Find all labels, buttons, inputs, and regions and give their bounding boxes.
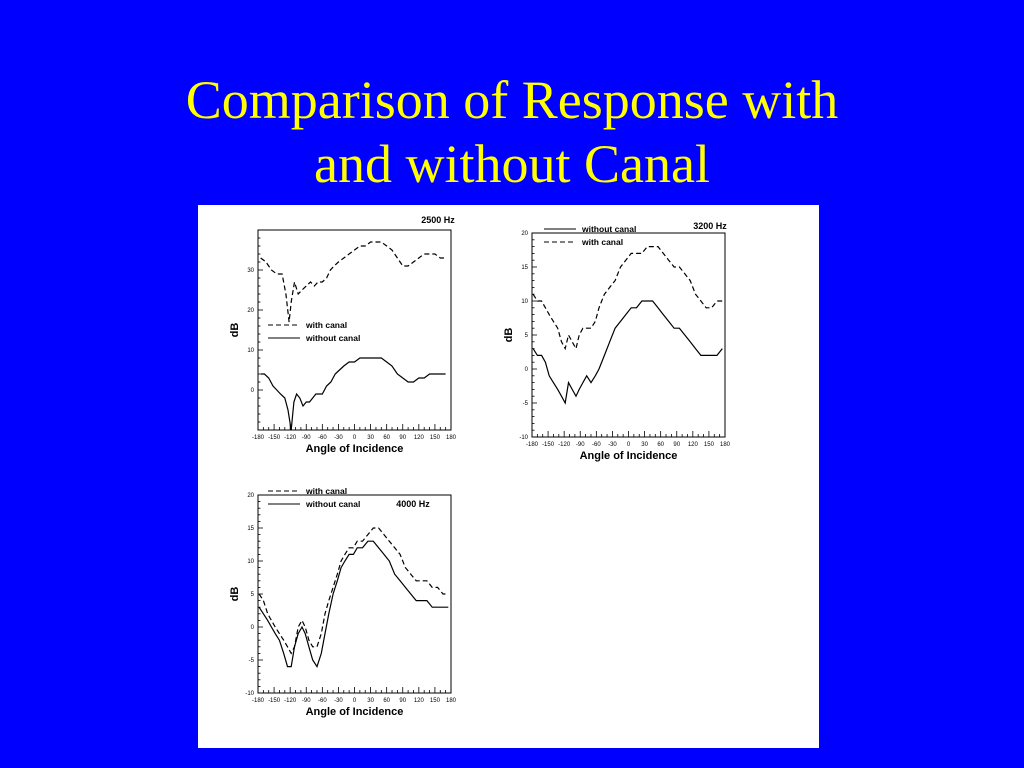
x-tick-label: -150: [542, 442, 555, 448]
y-tick-label: -10: [245, 691, 254, 697]
x-tick-label: 90: [399, 698, 406, 704]
chart-title: 3200 Hz: [693, 221, 727, 231]
x-tick-label: -30: [608, 442, 617, 448]
x-tick-label: -90: [302, 698, 311, 704]
x-tick-label: -90: [302, 435, 311, 441]
x-tick-label: 0: [627, 442, 631, 448]
slide-title: Comparison of Response with and without …: [0, 68, 1024, 196]
x-tick-label: 30: [641, 442, 648, 448]
charts-panel: -180 -150 -120 -90 -60 -30 0 30 60 90 120 150 180 0 10…: [198, 205, 819, 748]
title-line-1: Comparison of Response with: [185, 70, 839, 130]
legend-label: with canal: [581, 237, 623, 247]
y-tick-label: 5: [525, 333, 529, 339]
series-line-without-canal: [258, 540, 449, 668]
plot-frame: [257, 229, 452, 431]
chart-0: -180 -150 -120 -90 -60 -30 0 30 60 90 120 150 180 0 10…: [229, 215, 457, 455]
x-axis-label: Angle of Incidence: [580, 450, 678, 462]
legend-label: without canal: [305, 499, 360, 509]
plot-frame: [531, 232, 726, 438]
x-tick-label: 90: [673, 442, 680, 448]
y-tick-label: 10: [247, 348, 254, 354]
x-tick-label: -120: [284, 435, 297, 441]
y-axis-label: dB: [229, 587, 241, 602]
x-tick-label: 0: [353, 698, 357, 704]
y-tick-label: 10: [521, 299, 528, 305]
y-tick-label: 5: [251, 592, 255, 598]
x-tick-label: -120: [284, 698, 297, 704]
x-tick-label: 90: [399, 435, 406, 441]
x-axis-label: Angle of Incidence: [306, 443, 404, 455]
series-line-with-canal: [260, 241, 446, 323]
legend-label: without canal: [581, 224, 636, 234]
y-tick-label: 0: [251, 388, 255, 394]
y-tick-label: 20: [247, 308, 254, 314]
x-tick-label: 150: [430, 435, 441, 441]
x-tick-label: -180: [526, 442, 539, 448]
x-tick-label: 180: [446, 435, 457, 441]
y-tick-label: 20: [247, 493, 254, 499]
x-tick-label: 60: [383, 698, 390, 704]
x-tick-label: -150: [268, 698, 281, 704]
x-tick-label: -90: [576, 442, 585, 448]
x-tick-label: -180: [252, 435, 265, 441]
x-tick-label: 150: [430, 698, 441, 704]
chart-title: 2500 Hz: [421, 215, 455, 225]
y-tick-label: 10: [247, 559, 254, 565]
series-line-with-canal: [532, 245, 723, 351]
x-tick-label: 30: [367, 435, 374, 441]
y-tick-label: -5: [523, 401, 529, 407]
x-tick-label: 120: [414, 698, 425, 704]
y-tick-label: 15: [247, 526, 254, 532]
y-tick-label: 15: [521, 265, 528, 271]
series-line-without-canal: [260, 357, 446, 430]
chart-2: -180 -150 -120 -90 -60 -30 0 30 60 90 120 150 180-10…: [229, 486, 457, 718]
y-tick-label: -5: [249, 658, 255, 664]
x-tick-label: 30: [367, 698, 374, 704]
charts-svg: -180 -150 -120 -90 -60 -30 0 30 60 90 120 150 180010…: [229, 215, 731, 718]
title-line-2: and without Canal: [314, 134, 710, 194]
x-tick-label: -60: [592, 442, 601, 448]
x-tick-label: 60: [383, 435, 390, 441]
x-tick-label: -60: [318, 435, 327, 441]
x-tick-label: -30: [334, 435, 343, 441]
legend-label: with canal: [305, 320, 347, 330]
x-tick-label: -30: [334, 698, 343, 704]
legend-label: with canal: [305, 486, 347, 496]
x-tick-label: -120: [558, 442, 571, 448]
y-axis-label: dB: [229, 323, 241, 338]
x-tick-label: -60: [318, 698, 327, 704]
x-axis-label: Angle of Incidence: [306, 706, 404, 718]
x-tick-label: 0: [353, 435, 357, 441]
chart-title: 4000 Hz: [396, 499, 430, 509]
x-tick-label: -150: [268, 435, 281, 441]
chart-1: -180 -150 -120 -90 -60 -30 0 30 60 90 120 150 180-10…: [503, 221, 731, 462]
x-tick-label: 120: [688, 442, 699, 448]
y-tick-label: 0: [525, 367, 529, 373]
x-tick-label: -180: [252, 698, 265, 704]
x-tick-label: 180: [446, 698, 457, 704]
y-tick-label: -10: [519, 435, 528, 441]
x-tick-label: 150: [704, 442, 715, 448]
series-line-with-canal: [258, 527, 449, 655]
y-tick-label: 0: [251, 625, 255, 631]
y-tick-label: 20: [521, 231, 528, 237]
x-tick-label: 60: [657, 442, 664, 448]
y-axis-label: dB: [503, 328, 515, 343]
x-tick-label: 120: [414, 435, 425, 441]
legend-label: without canal: [305, 333, 360, 343]
x-tick-label: 180: [720, 442, 731, 448]
series-line-without-canal: [532, 300, 723, 405]
y-tick-label: 30: [247, 268, 254, 274]
